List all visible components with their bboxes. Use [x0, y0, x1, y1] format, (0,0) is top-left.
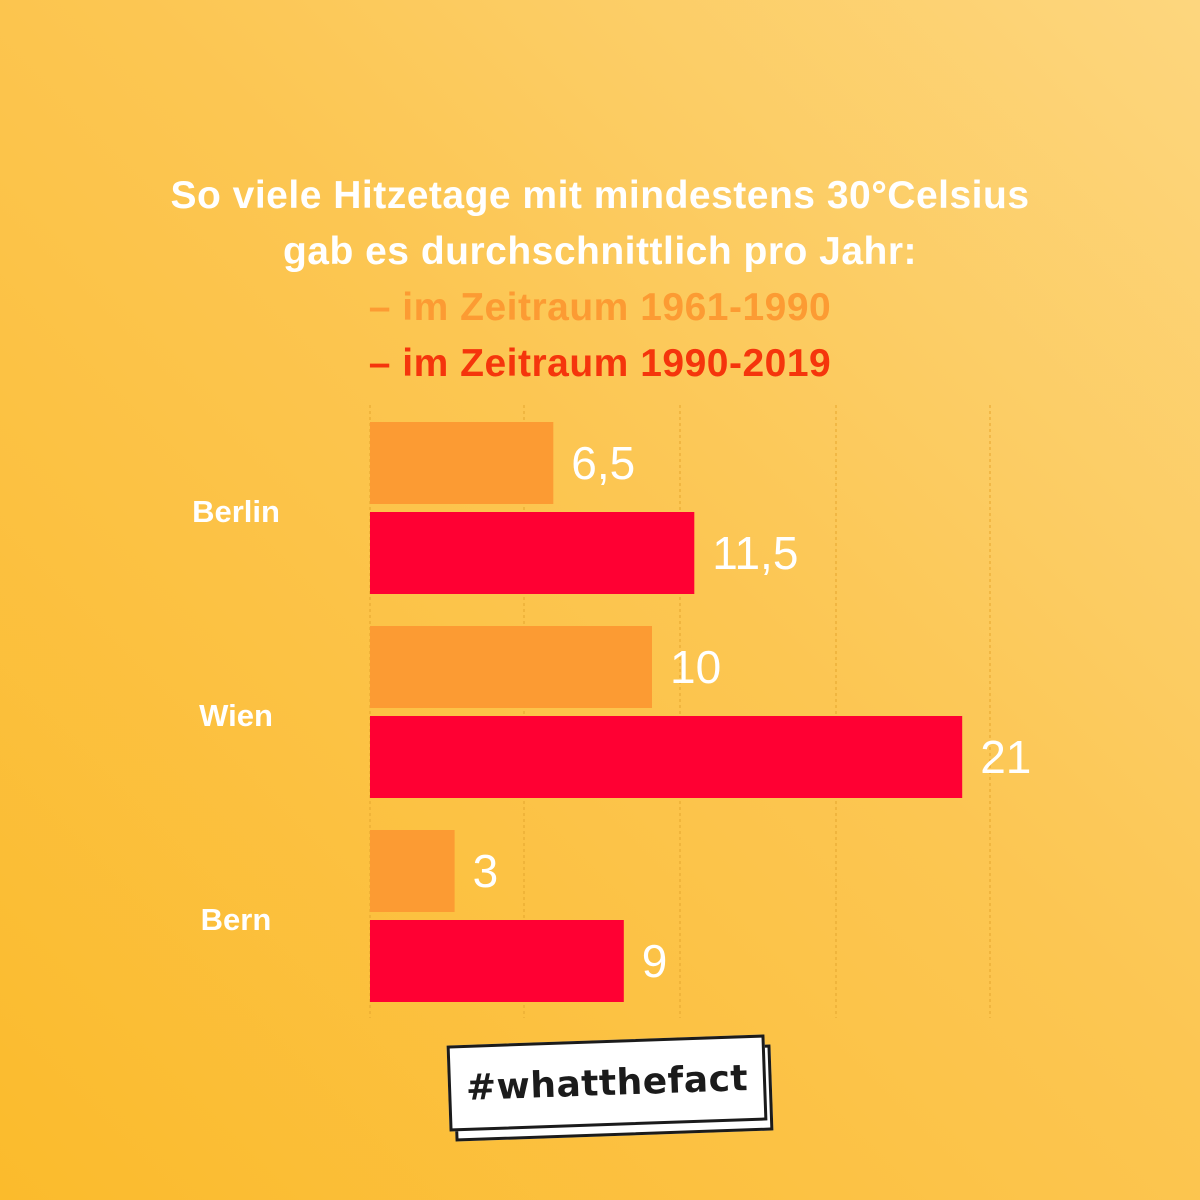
category-label-bern: Bern	[201, 902, 272, 937]
bar-berlin-series-1	[370, 512, 695, 594]
hashtag-badge: #whatthefact	[446, 1034, 778, 1148]
legend-series-1990-2019: – im Zeitraum 1990-2019	[368, 342, 832, 385]
legend-series-1961-1990: – im Zeitraum 1961-1990	[368, 286, 832, 329]
title-line-2: gab es durchschnittlich pro Jahr:	[282, 230, 918, 273]
bar-bern-series-1	[370, 920, 624, 1002]
bar-bern-series-0	[370, 830, 455, 912]
hashtag-badge-card: #whatthefact	[446, 1034, 768, 1132]
data-label-bern-series-0: 3	[473, 845, 499, 897]
bar-berlin-series-0	[370, 422, 554, 504]
category-label-berlin: Berlin	[192, 494, 280, 529]
title-line-1: So viele Hitzetage mit mindestens 30°Cel…	[170, 174, 1030, 217]
data-label-berlin-series-1: 11,5	[712, 527, 798, 579]
data-label-wien-series-1: 21	[980, 731, 1031, 783]
hashtag-text: #whatthefact	[465, 1057, 749, 1109]
category-label-wien: Wien	[199, 698, 273, 733]
bar-wien-series-1	[370, 716, 963, 798]
data-label-bern-series-1: 9	[642, 935, 668, 987]
bar-wien-series-0	[370, 626, 652, 708]
data-label-wien-series-0: 10	[670, 641, 721, 693]
data-label-berlin-series-0: 6,5	[571, 437, 635, 489]
chart-title: So viele Hitzetage mit mindestens 30°Cel…	[0, 168, 1200, 392]
